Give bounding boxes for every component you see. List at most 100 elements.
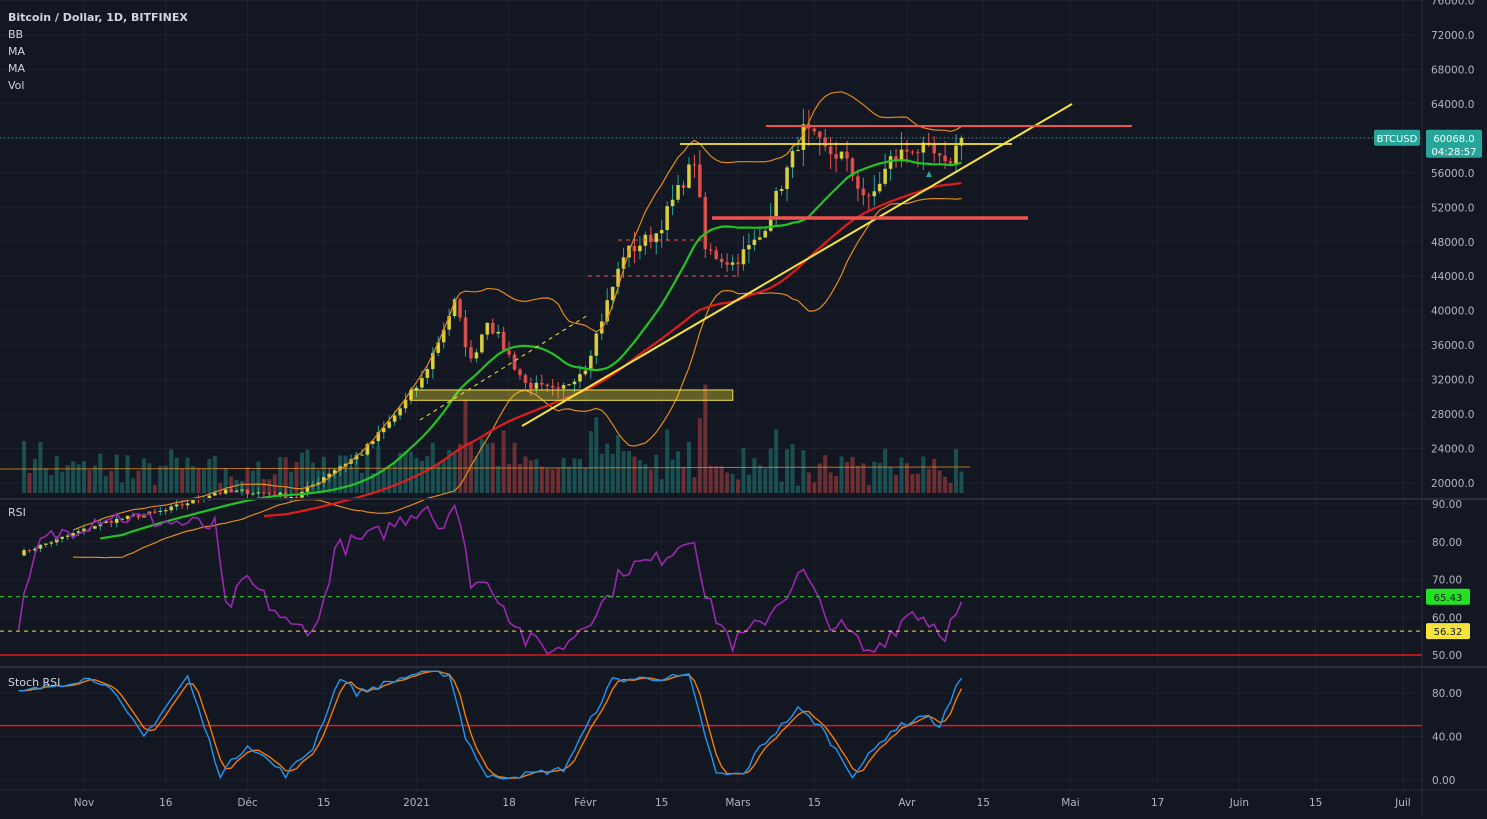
candle-body [305,486,310,492]
volume-bar [398,452,403,493]
candle-body [676,185,680,200]
countdown-tag: 04:28:57 [1432,147,1477,158]
candle-body [213,492,217,496]
candle-body [948,161,953,164]
candle-body [447,316,451,330]
drawing-tools[interactable] [0,103,1422,427]
candle-body [365,443,370,455]
volume-bar [496,465,501,493]
candle-body [294,496,299,498]
volume-ma-line [0,466,971,470]
candle-body [322,477,326,483]
volume-bar [131,478,136,493]
volume-bar [795,485,800,493]
candle-body [234,490,239,492]
volume-bar [943,476,948,493]
stoch-k-line [18,670,963,780]
candle-body [191,498,195,504]
volume-bar [648,469,653,493]
price-tick-label: 68000.0 [1431,64,1474,76]
volume-bar [32,458,37,493]
price-tick-label: 64000.0 [1431,99,1474,111]
candle-body [567,384,571,386]
candle-body [158,510,163,512]
volume-bar [855,465,860,493]
volume-bar [92,465,97,493]
candle-body [540,382,544,385]
volume-bar [376,445,381,493]
time-tick-label: Juil [1394,797,1411,809]
volume-bar [436,463,441,493]
volume-bar [730,473,735,493]
candle-body [856,176,860,189]
candle-body [409,390,413,400]
volume-bar [71,461,76,493]
volume-bar [82,461,86,493]
volume-bar [556,467,561,493]
candle-body [877,183,882,192]
volume-bar [103,476,108,493]
volume-bar [327,472,332,493]
candle-body [550,385,555,388]
time-tick-label: 15 [655,797,668,809]
volume-bar [419,460,424,493]
price-tick-label: 44000.0 [1431,271,1474,283]
candle-body [256,492,261,494]
candle-body [839,151,844,159]
stoch-tick-label: 40.00 [1432,732,1462,744]
symbol-title[interactable]: Bitcoin / Dollar, 1D, BITFINEX [8,11,188,24]
candle-body [861,188,866,196]
time-tick-label: Déc [237,797,258,809]
volume-bar [441,459,446,493]
candle-body [49,542,54,544]
volume-bar [27,473,32,493]
volume-bar [125,455,130,493]
candle-body [414,387,419,391]
volume-bar [185,457,190,493]
volume-bar [294,462,299,493]
volume-bar [256,461,261,493]
candle-body [60,536,64,539]
volume-bar [850,456,855,493]
volume-bar [757,465,762,493]
candle-body [332,470,337,474]
signal-arrow-up [926,171,932,177]
volume-bar [387,467,392,493]
rsi-label[interactable]: RSI [8,506,26,519]
volume-bar [681,467,686,493]
candle-body [747,245,751,250]
volume-bar [370,473,375,493]
candle-body [114,518,119,523]
candle-body [828,146,833,155]
candle-body [605,300,609,322]
price-axis: 76000.072000.068000.064000.060000.056000… [1374,0,1482,787]
stoch-tick-label: 80.00 [1432,688,1462,700]
rsi-green-tag-box [1426,588,1470,605]
candle-body [583,370,588,375]
time-tick-label: Nov [74,797,95,809]
candle-body [529,382,533,389]
volume-bar [567,466,572,493]
candle-body [698,164,702,198]
volume-bar [812,482,817,493]
indicator-bb[interactable]: BB [8,28,23,41]
candle-body [916,152,920,154]
stoch-rsi-label[interactable]: Stoch RSI [8,676,60,689]
candle-body [681,185,686,188]
volume-bar [43,468,48,493]
indicator-ma-1[interactable]: MA [8,45,25,58]
volume-bar [861,463,866,493]
candle-body [905,149,909,152]
volume-bar [752,458,757,493]
volume-bar [278,456,283,493]
indicator-vol[interactable]: Vol [8,79,24,92]
volume-bar [305,449,310,493]
candle-body [572,381,577,385]
rsi-tick-label: 50.00 [1432,650,1462,662]
volume-bar [904,463,909,493]
candle-body [501,331,506,351]
indicator-ma-2[interactable]: MA [8,62,25,75]
volume-bar [692,477,697,493]
